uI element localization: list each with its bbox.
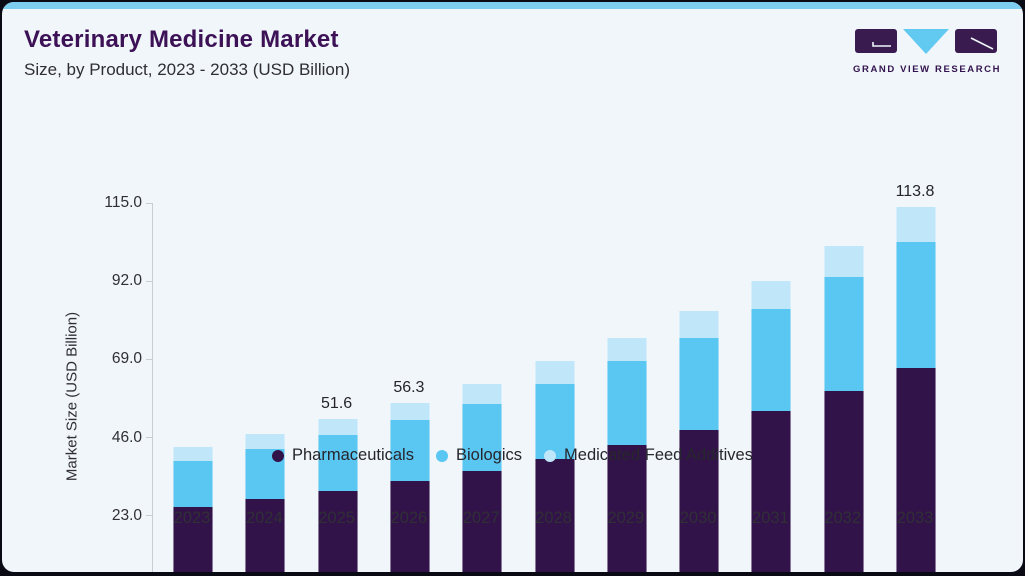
page-subtitle: Size, by Product, 2023 - 2033 (USD Billi… xyxy=(24,60,350,79)
stacked-bar-chart: Market Size (USD Billion) 0.023.046.069.… xyxy=(2,92,1023,572)
bar-2024 xyxy=(245,433,286,572)
legend-dot-icon xyxy=(435,449,448,462)
bar-2025 xyxy=(317,418,358,572)
x-tick-label-2023: 2023 xyxy=(173,509,211,527)
data-label-2026: 56.3 xyxy=(393,378,425,396)
x-tick-label-2032: 2032 xyxy=(824,509,862,527)
bar-2030 xyxy=(679,311,720,572)
bar-2027 xyxy=(462,383,503,572)
data-label-2025: 51.6 xyxy=(321,394,353,412)
y-tick-label-92.0: 92.0 xyxy=(111,272,142,290)
x-tick-label-2025: 2025 xyxy=(318,509,355,527)
x-tick-label-2028: 2028 xyxy=(535,509,572,527)
legend-item-biologics: Biologics xyxy=(435,446,523,465)
bar-2028-pharmaceuticals-segment xyxy=(534,458,575,572)
grand-view-research-logo: GRAND VIEW RESEARCH xyxy=(853,28,1002,75)
bar-2033-pharmaceuticals-segment xyxy=(896,368,936,572)
bar-2033 xyxy=(896,207,936,572)
bar-2032 xyxy=(823,245,864,572)
bar-2030-pharmaceuticals-segment xyxy=(679,429,720,572)
bar-2031-biologics-segment xyxy=(751,309,792,412)
y-tick-label-23.0: 23.0 xyxy=(111,506,142,524)
bar-2029-medicated-feed-additives-segment xyxy=(606,338,647,362)
bar-2029-biologics-segment xyxy=(606,361,647,445)
bar-2025-pharmaceuticals-segment xyxy=(317,490,358,572)
page-title: Veterinary Medicine Market xyxy=(24,26,339,53)
bar-2028-medicated-feed-additives-segment xyxy=(534,361,575,385)
bar-2027-biologics-segment xyxy=(462,403,503,472)
x-tick-label-2026: 2026 xyxy=(390,509,428,527)
x-tick-label-2030: 2030 xyxy=(679,509,717,527)
bar-2026-pharmaceuticals-segment xyxy=(389,481,430,572)
bar-2029 xyxy=(606,338,647,572)
bar-2025-medicated-feed-additives-segment xyxy=(317,418,358,435)
y-tick-label-46.0: 46.0 xyxy=(111,428,142,446)
bar-2028 xyxy=(534,361,575,572)
x-tick-label-2029: 2029 xyxy=(607,509,645,527)
data-label-2033: 113.8 xyxy=(895,183,935,201)
bar-2024-medicated-feed-additives-segment xyxy=(245,433,286,450)
x-tick-label-2027: 2027 xyxy=(462,509,500,527)
bar-2026 xyxy=(389,402,430,572)
y-tick-69.0 xyxy=(146,358,152,360)
legend-label: Biologics xyxy=(455,446,523,464)
bar-2031-pharmaceuticals-segment xyxy=(751,411,792,572)
plot-area xyxy=(152,203,953,572)
top-accent-strip xyxy=(2,2,1023,9)
bar-2024-pharmaceuticals-segment xyxy=(245,499,286,572)
bar-2033-biologics-segment xyxy=(896,241,936,369)
y-tick-46.0 xyxy=(146,437,152,439)
y-tick-23.0 xyxy=(146,515,152,517)
gvr-logo-text: GRAND VIEW RESEARCH xyxy=(853,64,1002,75)
bar-2023-biologics-segment xyxy=(173,461,213,508)
bar-2026-biologics-segment xyxy=(389,420,430,482)
bar-2027-medicated-feed-additives-segment xyxy=(462,383,503,404)
bar-2029-pharmaceuticals-segment xyxy=(606,444,647,572)
x-tick-label-2033: 2033 xyxy=(896,509,934,527)
legend-label: Pharmaceuticals xyxy=(292,446,414,464)
legend-label: Medicated Feed Additives xyxy=(564,446,753,464)
bar-2032-medicated-feed-additives-segment xyxy=(823,245,864,278)
bar-2032-pharmaceuticals-segment xyxy=(823,391,864,572)
x-tick-label-2031: 2031 xyxy=(752,509,789,527)
bar-2030-medicated-feed-additives-segment xyxy=(679,311,720,338)
chart-legend: Pharmaceuticals Biologics Medicated Feed A… xyxy=(2,446,1023,465)
bar-2031 xyxy=(751,280,792,572)
y-tick-label-115.0: 115.0 xyxy=(104,194,142,211)
bar-2026-medicated-feed-additives-segment xyxy=(389,402,430,421)
bar-2033-medicated-feed-additives-segment xyxy=(896,207,936,242)
bar-2023-pharmaceuticals-segment xyxy=(173,507,213,572)
bar-2031-medicated-feed-additives-segment xyxy=(751,280,792,310)
y-tick-92.0 xyxy=(146,280,152,282)
bar-2023 xyxy=(173,447,213,572)
y-tick-label-69.0: 69.0 xyxy=(111,350,142,368)
bar-2032-biologics-segment xyxy=(823,277,864,392)
legend-item-medicated-feed-additives: Medicated Feed Additives xyxy=(544,446,753,465)
bar-2027-pharmaceuticals-segment xyxy=(462,471,503,572)
bar-2028-biologics-segment xyxy=(534,384,575,459)
x-tick-label-2024: 2024 xyxy=(245,509,283,527)
y-axis-title: Market Size (USD Billion) xyxy=(63,311,81,482)
bar-2023-medicated-feed-additives-segment xyxy=(173,447,213,462)
bar-2025-biologics-segment xyxy=(317,434,358,491)
gvr-logo-mark xyxy=(855,29,997,54)
legend-dot-icon xyxy=(544,449,557,462)
legend-item-pharmaceuticals: Pharmaceuticals xyxy=(272,446,414,465)
legend-dot-icon xyxy=(272,449,284,462)
bar-2030-biologics-segment xyxy=(679,337,720,430)
chart-header: Veterinary Medicine Market Size, by Prod… xyxy=(24,26,1001,80)
y-tick-115.0 xyxy=(146,202,152,204)
